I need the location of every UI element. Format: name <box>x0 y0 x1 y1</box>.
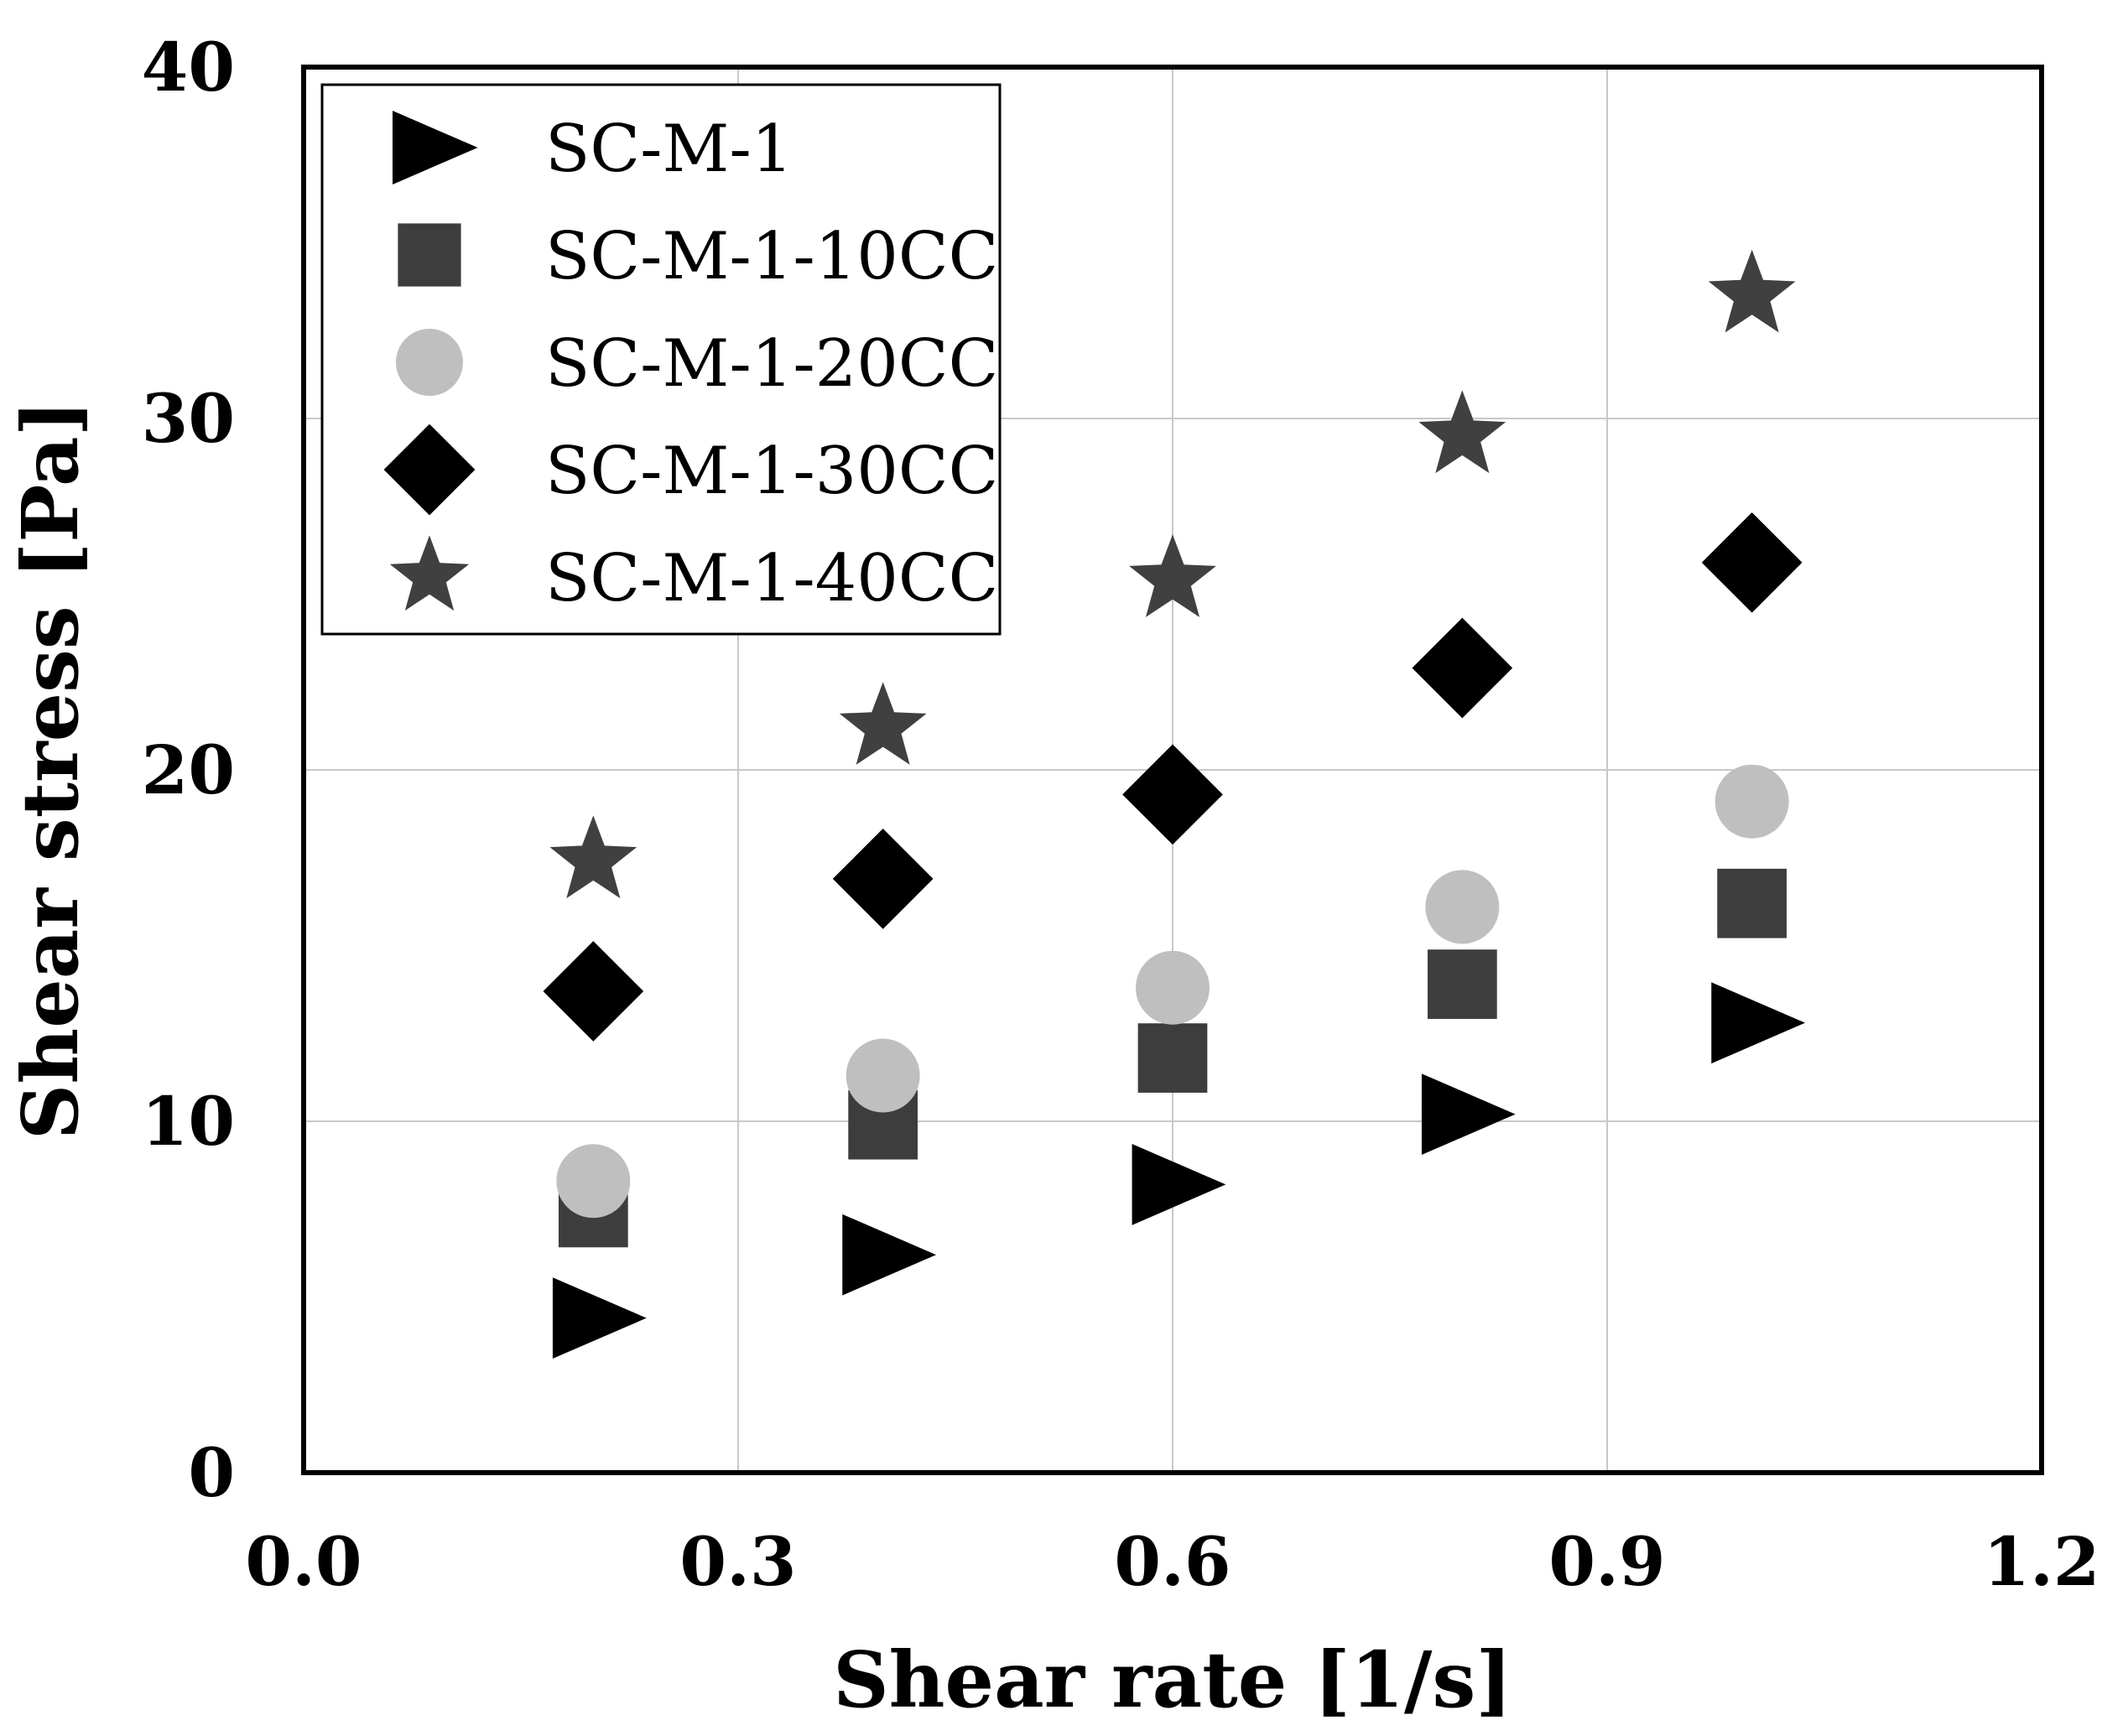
x-tick-label: 0.9 <box>1548 1522 1665 1601</box>
data-point <box>1425 870 1500 944</box>
tick-labels: 0.0 0.3 0.6 0.9 1.2 0 10 20 30 40 <box>142 28 2100 1601</box>
series-sc-m-1-20cc <box>556 764 1789 1219</box>
legend-marker <box>389 535 470 611</box>
legend: SC-M-1 SC-M-1-10CC SC-M-1-20CC SC-M-1-30CC S… <box>320 83 1002 636</box>
legend-label: SC-M-1-40CC <box>545 541 998 616</box>
data-point <box>832 829 934 929</box>
data-point <box>1137 1023 1208 1093</box>
data-point <box>1711 982 1806 1064</box>
data-point <box>1418 390 1506 474</box>
data-point <box>1412 617 1513 719</box>
legend-label: SC-M-1 <box>545 112 793 187</box>
legend-label: SC-M-1-20CC <box>545 326 998 402</box>
x-tick-label: 0.0 <box>245 1522 362 1601</box>
x-axis-title: Shear rate [1/s] <box>833 1635 1512 1725</box>
legend-marker <box>393 111 478 185</box>
x-tick-label: 0.6 <box>1114 1522 1231 1601</box>
data-point <box>839 682 927 765</box>
data-point <box>1708 249 1796 333</box>
data-point <box>842 1214 937 1296</box>
data-point <box>543 941 644 1042</box>
legend-marker <box>396 329 463 396</box>
series-sc-m-1-40cc <box>549 249 1796 899</box>
y-tick-label: 20 <box>142 730 235 809</box>
data-points <box>543 249 1806 1359</box>
data-point <box>552 1277 647 1359</box>
x-tick-label: 0.3 <box>679 1522 796 1601</box>
y-tick-label: 30 <box>142 379 235 458</box>
y-axis-title: Shear stress [Pa] <box>5 400 96 1140</box>
y-tick-label: 0 <box>188 1433 235 1512</box>
legend-label: SC-M-1-30CC <box>545 434 998 509</box>
series-sc-m-1 <box>552 982 1806 1359</box>
data-point <box>1122 744 1223 845</box>
x-tick-label: 1.2 <box>1983 1522 2099 1601</box>
series-sc-m-1-30cc <box>543 512 1803 1042</box>
legend-marker <box>398 223 461 287</box>
legend-marker <box>383 424 476 516</box>
data-point <box>1421 1073 1516 1156</box>
data-point <box>549 815 637 899</box>
y-tick-label: 10 <box>142 1082 235 1161</box>
legend-label: SC-M-1-10CC <box>545 219 998 294</box>
plot-frame <box>301 65 2044 1475</box>
data-point <box>1701 512 1803 613</box>
data-point <box>1427 949 1497 1019</box>
data-point <box>1129 534 1216 617</box>
data-point <box>1132 1144 1226 1225</box>
data-point <box>1136 950 1210 1025</box>
data-point <box>1714 764 1789 839</box>
data-point <box>556 1144 631 1219</box>
data-point <box>1717 868 1787 938</box>
y-tick-label: 40 <box>142 28 235 107</box>
data-point <box>845 1038 920 1113</box>
